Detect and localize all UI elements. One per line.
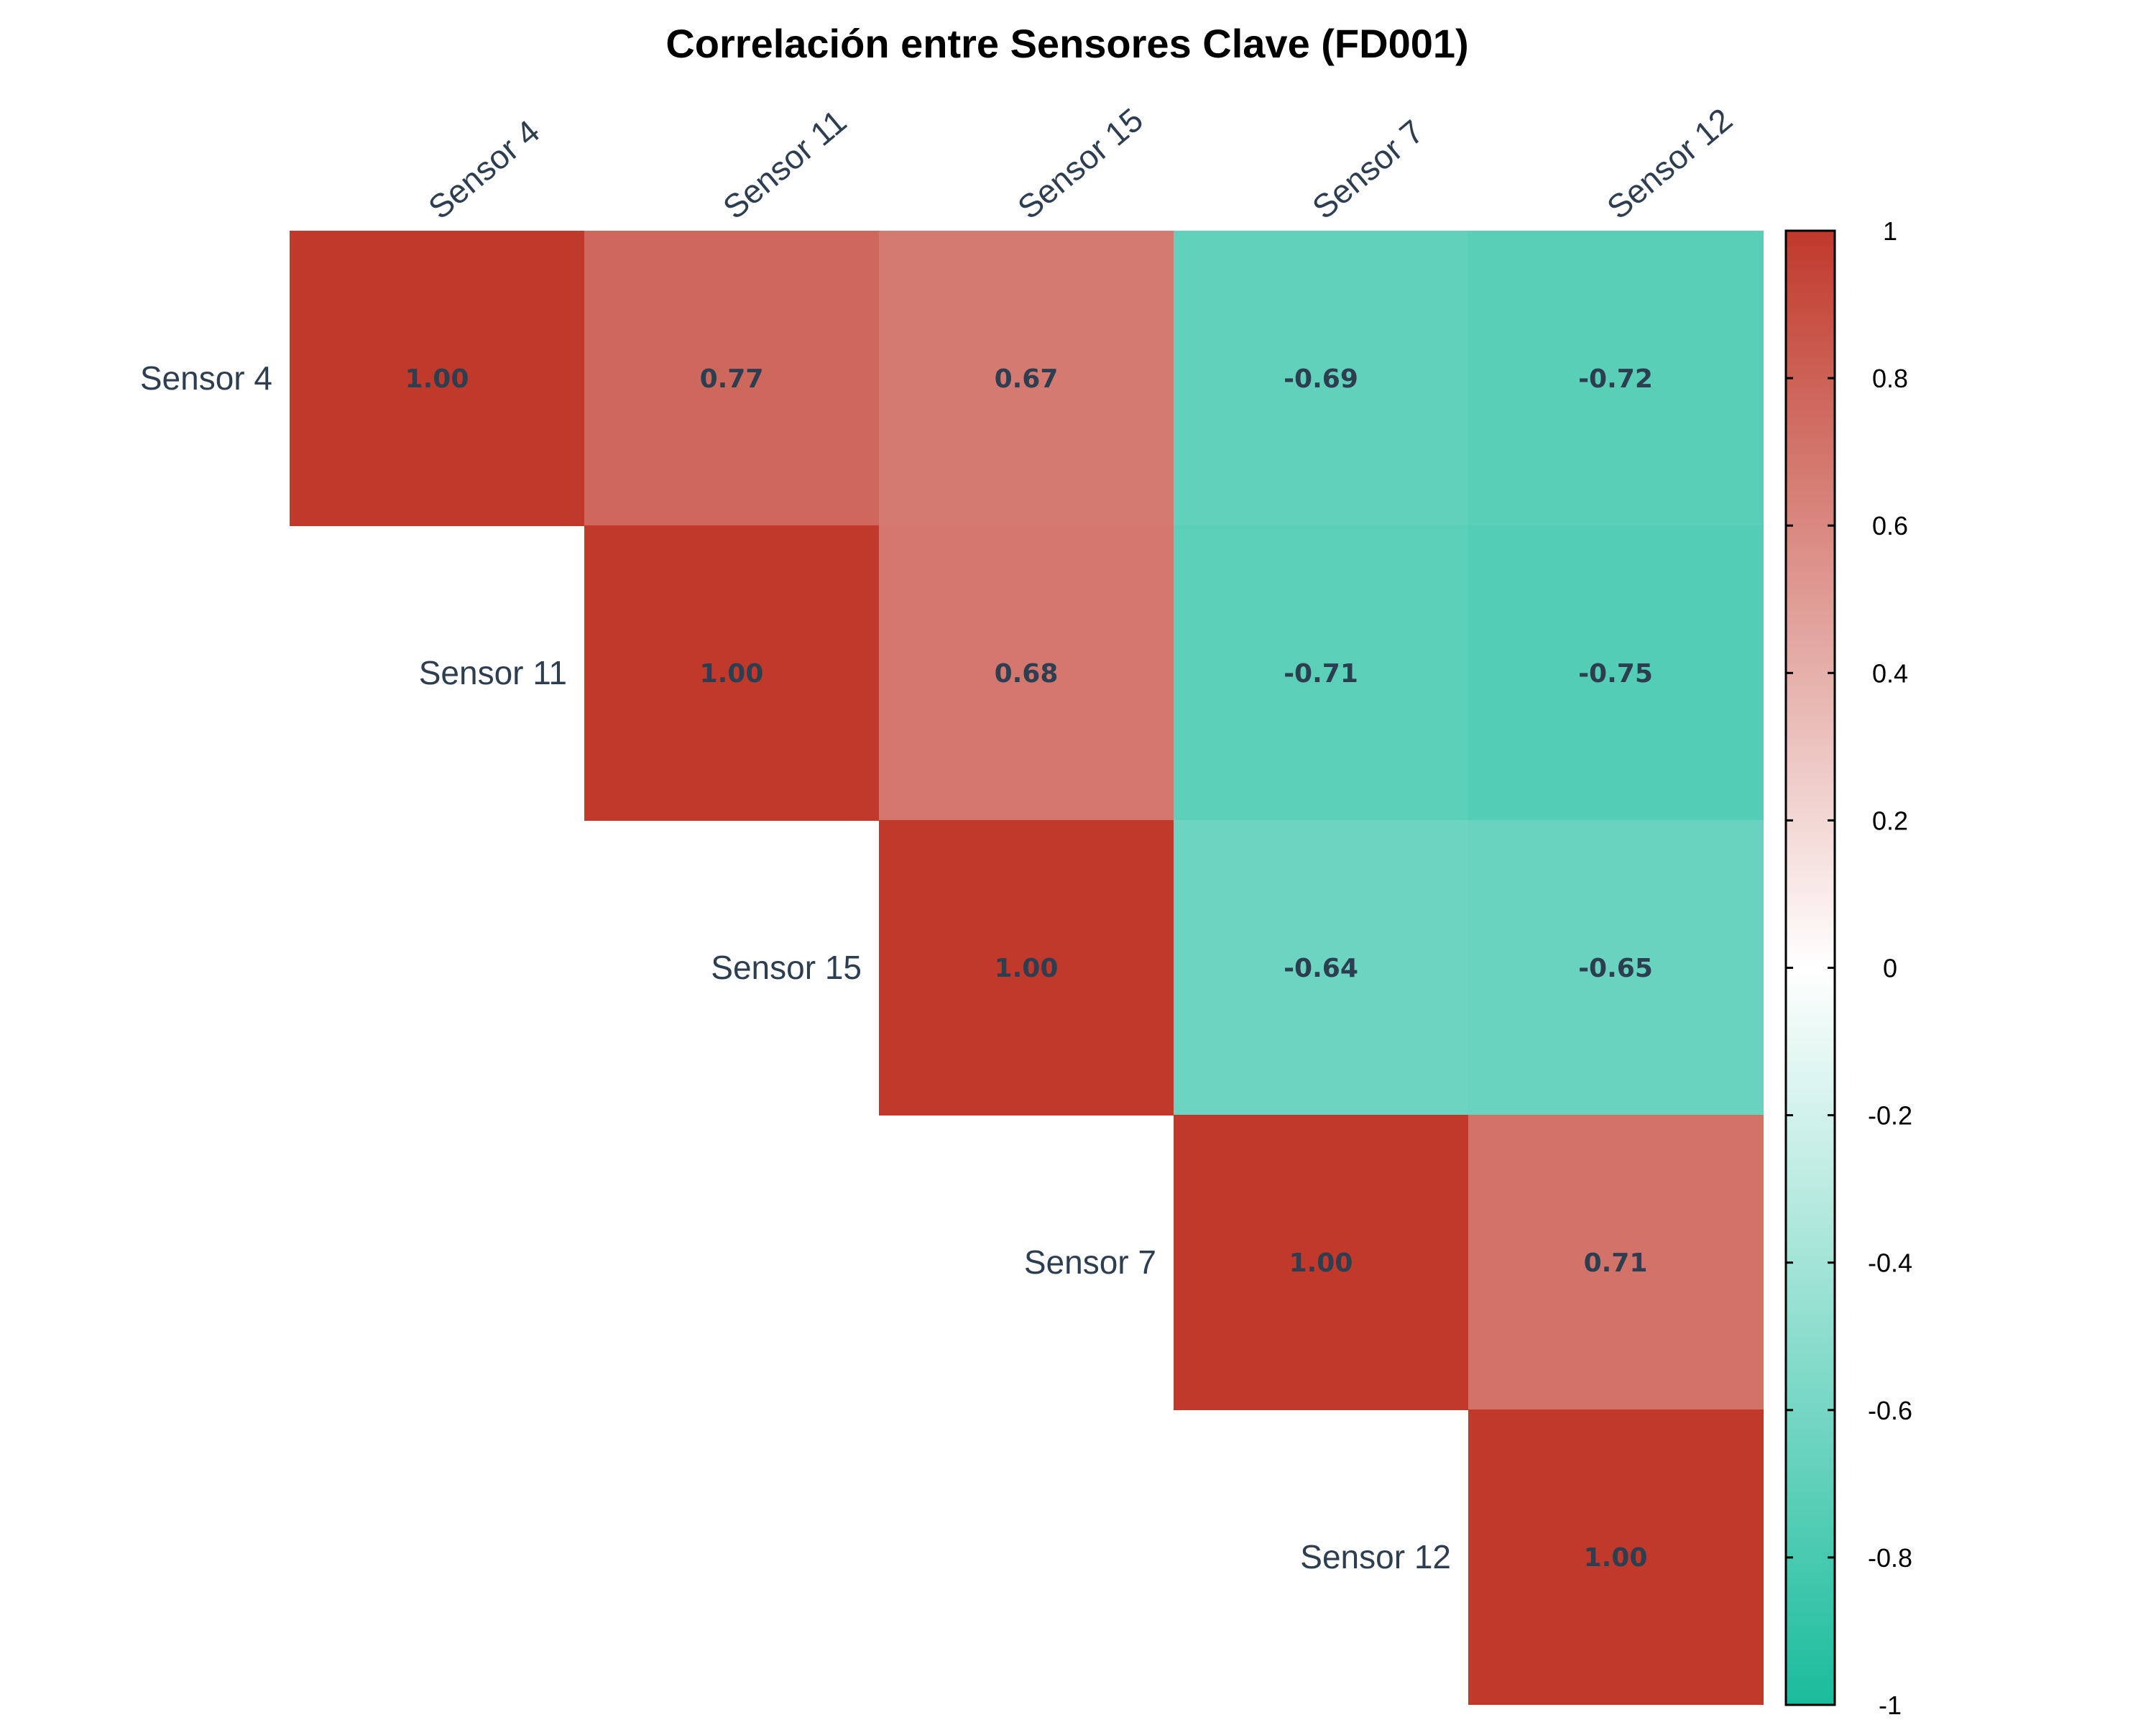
heatmap-cell	[1468, 525, 1764, 821]
colorbar-tick-label: 0	[1883, 954, 1897, 983]
row-label: Sensor 4	[140, 359, 272, 397]
heatmap-cell	[1468, 1115, 1764, 1410]
heatmap-cell	[1174, 1115, 1469, 1410]
colorbar-gradient	[1784, 229, 1836, 1706]
colorbar-tick-label: -0.4	[1868, 1248, 1912, 1278]
heatmap-cell	[584, 525, 880, 821]
colorbar-tick-label: 0.4	[1872, 658, 1908, 688]
row-label: Sensor 15	[711, 949, 862, 986]
cell-value-label: 0.68	[995, 659, 1059, 689]
heatmap-cell	[1468, 820, 1764, 1116]
colorbar-tick-label: 0.6	[1872, 511, 1908, 540]
cell-value-label: 1.00	[1289, 1248, 1353, 1278]
cell-value-label: -0.64	[1284, 954, 1358, 983]
colorbar-tick-label: -0.6	[1868, 1396, 1912, 1425]
heatmap-cell	[879, 231, 1174, 526]
column-label: Sensor 11	[716, 102, 853, 226]
cell-value-label: -0.72	[1578, 364, 1653, 394]
cell-value-label: 1.00	[1584, 1543, 1648, 1573]
cell-value-label: 0.71	[1584, 1248, 1648, 1278]
colorbar-tick-label: -0.8	[1868, 1543, 1912, 1573]
colorbar-tick-label: -1	[1879, 1690, 1902, 1720]
row-label: Sensor 12	[1300, 1538, 1451, 1576]
heatmap-cell	[1468, 231, 1764, 526]
heatmap-cell	[1174, 820, 1469, 1116]
cell-value-label: 1.00	[995, 954, 1059, 983]
chart-title: Correlación entre Sensores Clave (FD001)	[665, 21, 1468, 66]
colorbar-tick-label: 1	[1883, 216, 1897, 246]
colorbar-tick-label: -0.2	[1868, 1101, 1912, 1131]
cell-value-label: -0.65	[1578, 954, 1653, 983]
column-label: Sensor 15	[1010, 101, 1150, 226]
cell-value-label: 1.00	[405, 364, 469, 394]
colorbar: 1 0.8 0.6 0.4 0.2 0 -0.2 -0.4 -0.6 -0.8 -1	[1784, 216, 1912, 1720]
cell-value-label: -0.69	[1284, 364, 1358, 394]
heatmap-cells: 1.00 0.77 0.67 -0.69 -0.72 1.00 0.68 -0.71 -0.75…	[290, 231, 1764, 1705]
column-label: Sensor 7	[1305, 112, 1430, 226]
heatmap-cell	[1468, 1409, 1764, 1705]
row-label: Sensor 11	[419, 654, 567, 691]
column-label: Sensor 12	[1600, 101, 1739, 226]
heatmap-cell	[584, 231, 880, 526]
colorbar-tick-label: 0.2	[1872, 806, 1908, 835]
column-label: Sensor 4	[421, 112, 546, 226]
heatmap-cell	[879, 820, 1174, 1116]
cell-value-label: 1.00	[700, 659, 764, 689]
heatmap-cell	[1174, 231, 1469, 526]
heatmap-cell	[1174, 525, 1469, 821]
row-label: Sensor 7	[1024, 1243, 1156, 1281]
cell-value-label: 0.67	[995, 364, 1059, 394]
cell-value-label: -0.75	[1578, 659, 1653, 689]
heatmap-cell	[290, 231, 585, 526]
colorbar-tick-label: 0.8	[1872, 364, 1908, 393]
heatmap-cell	[879, 525, 1174, 821]
cell-value-label: -0.71	[1284, 659, 1358, 689]
cell-value-label: 0.77	[700, 364, 764, 394]
